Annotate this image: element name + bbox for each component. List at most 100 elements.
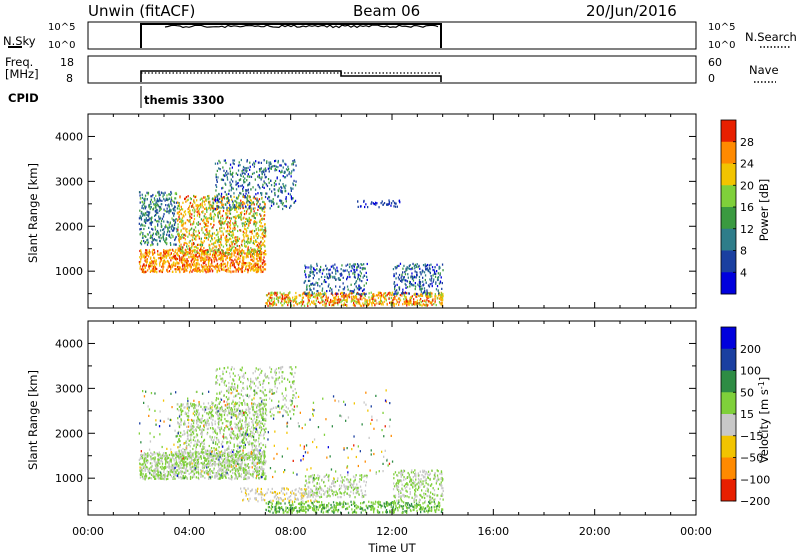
power-data-point xyxy=(240,174,242,177)
power-data-point xyxy=(197,229,200,232)
power-data-point xyxy=(168,262,170,265)
power-data-point xyxy=(150,195,152,198)
power-data-point xyxy=(429,272,431,275)
velocity-data-point xyxy=(144,475,146,478)
velocity-data-point xyxy=(226,455,229,459)
power-data-point xyxy=(222,263,224,266)
power-data-point xyxy=(244,172,246,176)
power-data-point xyxy=(235,223,237,226)
power-data-point xyxy=(191,256,193,259)
power-data-point xyxy=(161,265,163,268)
power-data-point xyxy=(213,251,215,254)
power-data-point xyxy=(205,271,207,274)
power-data-point xyxy=(242,168,244,171)
power-data-point xyxy=(422,291,425,294)
power-data-point xyxy=(182,268,184,271)
power-data-point xyxy=(377,291,380,294)
velocity-data-point xyxy=(197,455,199,458)
power-data-point xyxy=(275,183,277,186)
power-data-point xyxy=(426,296,428,299)
power-data-point xyxy=(394,202,396,205)
power-data-point xyxy=(249,241,251,244)
power-data-point xyxy=(199,270,201,273)
velocity-data-point xyxy=(159,453,161,456)
power-data-point xyxy=(210,217,213,220)
power-data-point xyxy=(153,249,155,252)
velocity-data-point xyxy=(238,458,240,461)
power-data-point xyxy=(140,218,143,221)
power-data-point xyxy=(205,234,207,237)
power-data-point xyxy=(203,268,206,271)
power-data-point xyxy=(201,202,203,205)
power-data-point xyxy=(239,202,241,205)
power-data-point xyxy=(226,251,228,254)
power-data-point xyxy=(143,239,145,243)
power-data-point xyxy=(392,296,395,300)
power-data-point xyxy=(234,251,236,254)
power-data-point xyxy=(264,232,266,235)
velocity-data-point xyxy=(190,462,192,465)
power-data-point xyxy=(216,250,218,253)
power-data-point xyxy=(154,203,156,206)
power-data-point xyxy=(224,262,226,265)
power-data-point xyxy=(361,298,363,301)
power-data-point xyxy=(182,262,184,265)
power-data-point xyxy=(248,212,250,215)
power-data-point xyxy=(388,202,390,205)
power-data-point xyxy=(177,249,179,252)
power-data-point xyxy=(256,251,258,254)
power-data-point xyxy=(412,279,415,282)
velocity-data-point xyxy=(249,455,251,458)
power-data-point xyxy=(222,233,224,236)
power-data-point xyxy=(418,302,420,305)
power-data-point xyxy=(209,234,212,237)
power-data-point xyxy=(192,254,194,257)
velocity-data-point xyxy=(235,466,237,470)
power-data-point xyxy=(329,287,331,290)
power-data-point xyxy=(220,241,222,244)
power-data-point xyxy=(259,203,261,206)
power-data-point xyxy=(356,292,358,295)
power-data-point xyxy=(194,226,197,229)
power-data-point xyxy=(424,274,427,277)
power-data-point xyxy=(320,275,323,279)
power-data-point xyxy=(196,214,199,217)
power-data-point xyxy=(162,195,164,198)
power-data-point xyxy=(235,203,238,206)
power-data-point xyxy=(143,212,145,215)
velocity-data-point xyxy=(170,466,173,469)
power-data-point xyxy=(312,283,315,286)
power-data-point xyxy=(189,269,192,272)
power-data-point xyxy=(161,217,164,220)
power-data-point xyxy=(410,275,412,278)
velocity-data-point xyxy=(230,456,232,459)
power-data-point xyxy=(203,196,205,199)
power-data-point xyxy=(360,293,363,296)
velocity-data-point xyxy=(218,473,221,476)
power-data-point xyxy=(226,223,228,226)
power-data-point xyxy=(234,217,237,220)
power-data-point xyxy=(274,160,276,163)
power-data-point xyxy=(191,251,194,254)
power-data-point xyxy=(227,253,229,256)
power-data-point xyxy=(264,195,267,199)
power-data-point xyxy=(178,247,180,250)
power-data-point xyxy=(411,303,413,306)
power-data-point xyxy=(251,232,253,235)
power-data-point xyxy=(184,257,186,260)
power-data-point xyxy=(229,267,231,270)
power-data-point xyxy=(158,199,160,202)
power-data-point xyxy=(177,226,179,229)
power-data-point xyxy=(147,193,149,196)
power-data-point xyxy=(399,262,402,265)
velocity-data-point xyxy=(227,460,229,463)
power-data-point xyxy=(244,180,246,184)
cpid-label: CPID xyxy=(8,91,39,105)
power-data-point xyxy=(394,284,396,287)
power-colorbar-tick-label: 24 xyxy=(740,158,754,171)
power-data-point xyxy=(208,243,210,246)
power-data-point xyxy=(441,282,443,285)
power-data-point xyxy=(198,251,200,254)
power-data-point xyxy=(224,222,226,225)
velocity-data-point xyxy=(243,456,246,459)
